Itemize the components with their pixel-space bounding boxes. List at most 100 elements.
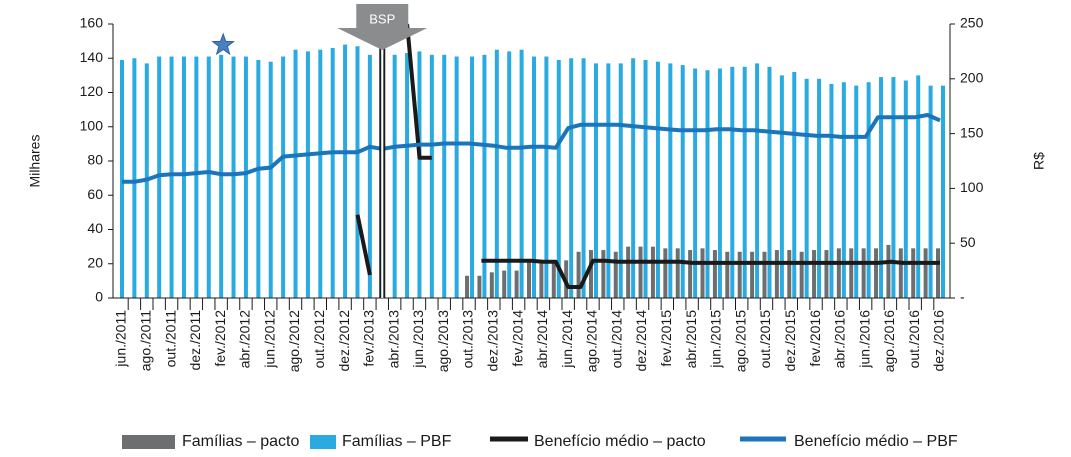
bar	[874, 248, 879, 298]
bar	[688, 250, 693, 298]
bar	[774, 250, 779, 298]
x-tick-label: ago./2012	[286, 310, 302, 372]
bar	[169, 56, 174, 298]
bar	[556, 59, 561, 299]
bar	[618, 63, 623, 299]
bar	[532, 56, 536, 298]
bar	[680, 65, 685, 298]
x-tick-label: dez./2015	[782, 310, 798, 372]
x-tick-label: abr./2015	[683, 310, 699, 369]
bar	[581, 58, 586, 298]
y-tick-label: 100	[80, 117, 104, 133]
bar	[643, 59, 648, 299]
y-axis-label: Milhares	[27, 135, 43, 188]
bar	[700, 248, 705, 298]
legend-swatch	[122, 435, 175, 449]
bar	[725, 251, 730, 298]
x-tick-label: jun./2015	[708, 310, 724, 369]
bar	[194, 56, 199, 298]
bar	[470, 56, 475, 298]
plot-area	[120, 23, 945, 299]
bar	[367, 54, 372, 299]
y-tick-label: 20	[87, 254, 103, 270]
x-tick-label: ago./2015	[732, 310, 748, 372]
bar	[799, 251, 804, 298]
bar	[507, 51, 512, 299]
x-tick-label: out./2014	[608, 310, 624, 369]
x-tick-label: ago./2014	[584, 310, 600, 372]
y-tick-label: 140	[80, 49, 104, 65]
y-tick-label: 40	[87, 220, 103, 236]
marker-gap	[381, 44, 384, 298]
bar	[231, 56, 236, 298]
bar	[923, 248, 928, 298]
bar	[705, 70, 710, 298]
bar	[593, 63, 598, 299]
bar	[576, 251, 581, 298]
bar	[804, 78, 809, 298]
bar	[120, 59, 124, 299]
bar	[849, 248, 854, 298]
x-tick-label: fev./2013	[361, 310, 377, 367]
bsp-arrow	[337, 4, 428, 50]
bar	[482, 54, 487, 299]
x-tick-label: jun./2012	[261, 310, 277, 369]
bar	[787, 250, 792, 298]
y2-tick-label: 250	[960, 15, 984, 31]
x-tick-label: out./2011	[162, 310, 178, 368]
star	[211, 32, 236, 56]
bar	[613, 251, 618, 298]
x-tick-label: fev./2014	[509, 310, 525, 367]
bar	[824, 250, 829, 298]
x-tick-label: ago./2013	[435, 310, 451, 372]
bar	[911, 248, 916, 298]
bar	[854, 85, 859, 299]
bar	[429, 54, 434, 299]
bar	[544, 56, 549, 298]
line	[355, 23, 940, 289]
bar	[539, 260, 544, 298]
bar	[638, 246, 643, 298]
bar	[650, 246, 655, 298]
bar	[454, 56, 459, 298]
y2-tick-label: 150	[960, 124, 984, 140]
x-tick-label: out./2015	[757, 310, 773, 369]
bar	[762, 251, 767, 298]
x-tick-label: ago./2016	[881, 310, 897, 372]
y-tick-label: 60	[87, 186, 103, 202]
y-tick-label: 160	[80, 15, 104, 31]
bar	[355, 46, 360, 299]
x-tick-label: out./2013	[460, 310, 476, 369]
bar	[737, 251, 742, 298]
legend-label: Famílias – PBF	[342, 433, 452, 450]
bar	[527, 260, 531, 298]
bar	[206, 56, 211, 298]
bar	[519, 49, 524, 298]
x-tick-label: jun./2013	[410, 310, 426, 369]
y2-tick-label: 200	[960, 70, 984, 86]
bar	[343, 44, 348, 298]
bar	[742, 66, 747, 298]
y-tick-label: 80	[87, 152, 103, 168]
bar	[916, 75, 921, 298]
bar	[941, 85, 945, 299]
x-tick-label: jun./2014	[559, 310, 575, 369]
bar	[489, 272, 494, 298]
bar	[712, 250, 717, 298]
bar	[693, 68, 698, 299]
bar	[755, 63, 760, 299]
bar	[631, 58, 636, 298]
bar	[903, 80, 908, 298]
line	[122, 113, 941, 184]
bar	[293, 49, 298, 298]
bar	[779, 75, 784, 298]
y2-tick-label: -	[960, 289, 965, 305]
x-tick-label: dez./2013	[485, 310, 501, 372]
bar	[318, 49, 323, 298]
y-tick-label: 0	[95, 289, 103, 305]
bar	[866, 82, 871, 298]
bar	[305, 51, 310, 299]
bar	[836, 248, 841, 298]
x-tick-label: fev./2012	[212, 310, 228, 367]
x-tick-label: dez./2014	[633, 310, 649, 372]
